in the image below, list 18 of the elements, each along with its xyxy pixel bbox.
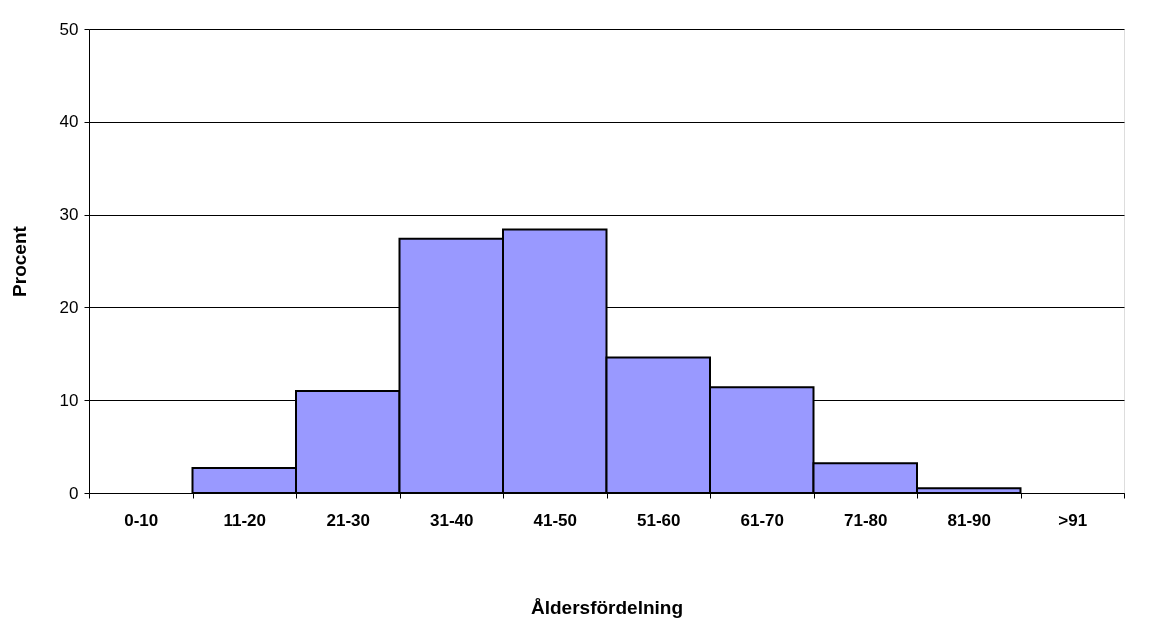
x-tick-label: 31-40 xyxy=(430,510,474,530)
x-tick-label: 11-20 xyxy=(223,510,267,530)
y-tick-label: 50 xyxy=(59,19,79,39)
y-tick-label: 0 xyxy=(69,483,79,503)
x-tick-label: 51-60 xyxy=(637,510,681,530)
y-tick-label: 30 xyxy=(59,205,79,225)
x-tick-label: 21-30 xyxy=(326,510,370,530)
x-axis-title: Åldersfördelning xyxy=(530,596,684,618)
x-tick-label: 71-80 xyxy=(844,510,888,530)
y-tick-label: 40 xyxy=(59,112,79,132)
y-tick-label: 10 xyxy=(59,390,79,410)
x-tick-label: 41-50 xyxy=(533,510,577,530)
x-tick-label: 61-70 xyxy=(740,510,784,530)
x-tick-label: 0-10 xyxy=(124,510,159,530)
y-axis-title: Procent xyxy=(8,225,30,297)
x-tick-label: >91 xyxy=(1058,510,1088,530)
x-tick-label: 81-90 xyxy=(947,510,991,530)
y-tick-label: 20 xyxy=(59,297,79,317)
